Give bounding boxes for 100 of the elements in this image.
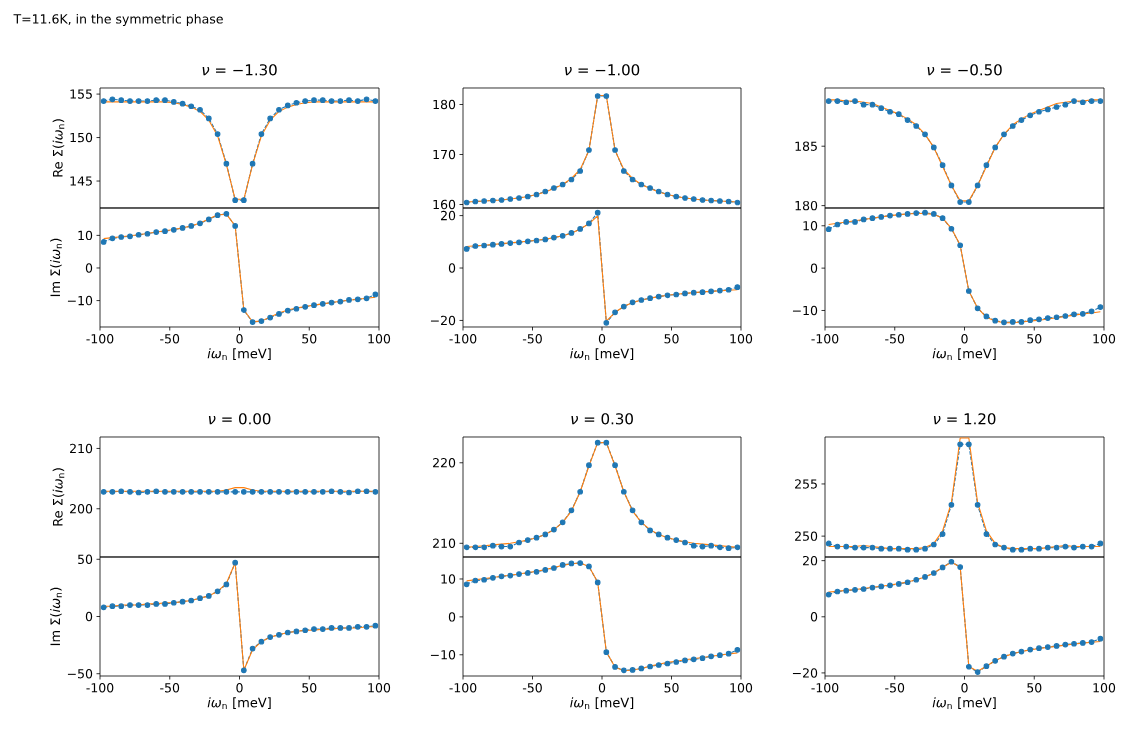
point <box>363 623 370 630</box>
point <box>162 601 168 607</box>
point <box>284 629 291 636</box>
point <box>734 544 741 551</box>
x-tick-label: 100 <box>1093 334 1116 344</box>
point <box>328 625 335 631</box>
point <box>568 560 575 567</box>
point <box>311 302 317 308</box>
point <box>913 123 920 129</box>
point <box>612 462 618 469</box>
point <box>214 588 221 595</box>
point <box>498 543 505 550</box>
x-tick-label: -50 <box>885 683 905 693</box>
point <box>153 97 160 104</box>
point <box>337 298 344 305</box>
point <box>481 198 487 204</box>
point <box>346 625 352 631</box>
point <box>834 98 841 104</box>
point <box>507 543 514 550</box>
point <box>197 220 203 227</box>
point <box>205 115 212 122</box>
y-tick-label: 180 <box>433 99 456 110</box>
point <box>594 209 601 216</box>
point <box>992 317 999 324</box>
point <box>673 537 680 543</box>
point <box>965 441 972 448</box>
point <box>354 623 361 630</box>
y-tick-label: 180 <box>795 200 818 211</box>
y-tick-label: −20 <box>792 668 818 678</box>
point <box>276 631 282 638</box>
point <box>319 626 326 632</box>
point <box>249 160 256 167</box>
y-tick-label: 170 <box>433 149 456 160</box>
point <box>638 665 645 672</box>
point <box>930 570 937 576</box>
point <box>992 144 999 151</box>
y-tick-label: 200 <box>70 504 93 514</box>
point <box>472 198 479 205</box>
point <box>188 103 195 110</box>
point <box>472 243 479 249</box>
point <box>708 542 714 549</box>
point <box>311 626 317 632</box>
point <box>551 565 557 571</box>
point <box>258 638 265 645</box>
chart-title: ν = 1.20 <box>933 413 996 425</box>
point <box>586 563 592 570</box>
point <box>346 97 352 104</box>
x-axis-title: iω$_{n}$ [meV] <box>570 348 634 360</box>
point <box>542 531 549 538</box>
point <box>472 577 479 584</box>
point <box>708 653 714 660</box>
point <box>699 655 706 662</box>
y-tick-label: 0 <box>85 611 93 622</box>
y-tick-label: −10 <box>430 650 456 660</box>
point <box>930 144 937 151</box>
point <box>957 199 964 205</box>
point <box>655 293 662 300</box>
point <box>930 211 937 217</box>
point <box>948 558 955 565</box>
y-tick-label: 50 <box>78 554 93 565</box>
point <box>860 101 867 108</box>
point <box>843 219 850 225</box>
x-tick-label: 50 <box>1027 683 1042 693</box>
point <box>904 211 911 217</box>
point <box>974 501 981 508</box>
x-axis-title: iω$_{n}$ [meV] <box>207 697 271 709</box>
point <box>1053 643 1060 649</box>
point <box>1036 645 1042 652</box>
point <box>498 573 505 580</box>
point <box>834 543 841 550</box>
point <box>887 582 893 589</box>
point <box>852 219 858 225</box>
y-tick-label: 185 <box>795 141 817 151</box>
y-tick-label: 20 <box>441 210 456 221</box>
y-tick-label: 155 <box>70 89 92 99</box>
point <box>1001 319 1007 326</box>
x-tick-label: 0 <box>961 334 968 344</box>
point <box>638 297 645 303</box>
point <box>162 228 168 234</box>
point <box>1018 117 1025 123</box>
point <box>144 230 151 237</box>
point <box>682 539 688 546</box>
point <box>346 297 352 303</box>
point <box>232 197 239 204</box>
point <box>577 226 584 232</box>
point <box>507 572 514 579</box>
point <box>869 544 876 551</box>
point <box>542 567 549 573</box>
point <box>939 162 946 169</box>
point <box>629 507 636 514</box>
point <box>179 598 186 605</box>
point <box>939 564 946 571</box>
point <box>834 588 841 595</box>
point <box>682 290 688 297</box>
point <box>957 564 964 570</box>
point <box>118 234 125 240</box>
point <box>1088 543 1095 550</box>
point <box>498 197 505 203</box>
point <box>214 212 221 219</box>
point <box>1027 545 1034 552</box>
